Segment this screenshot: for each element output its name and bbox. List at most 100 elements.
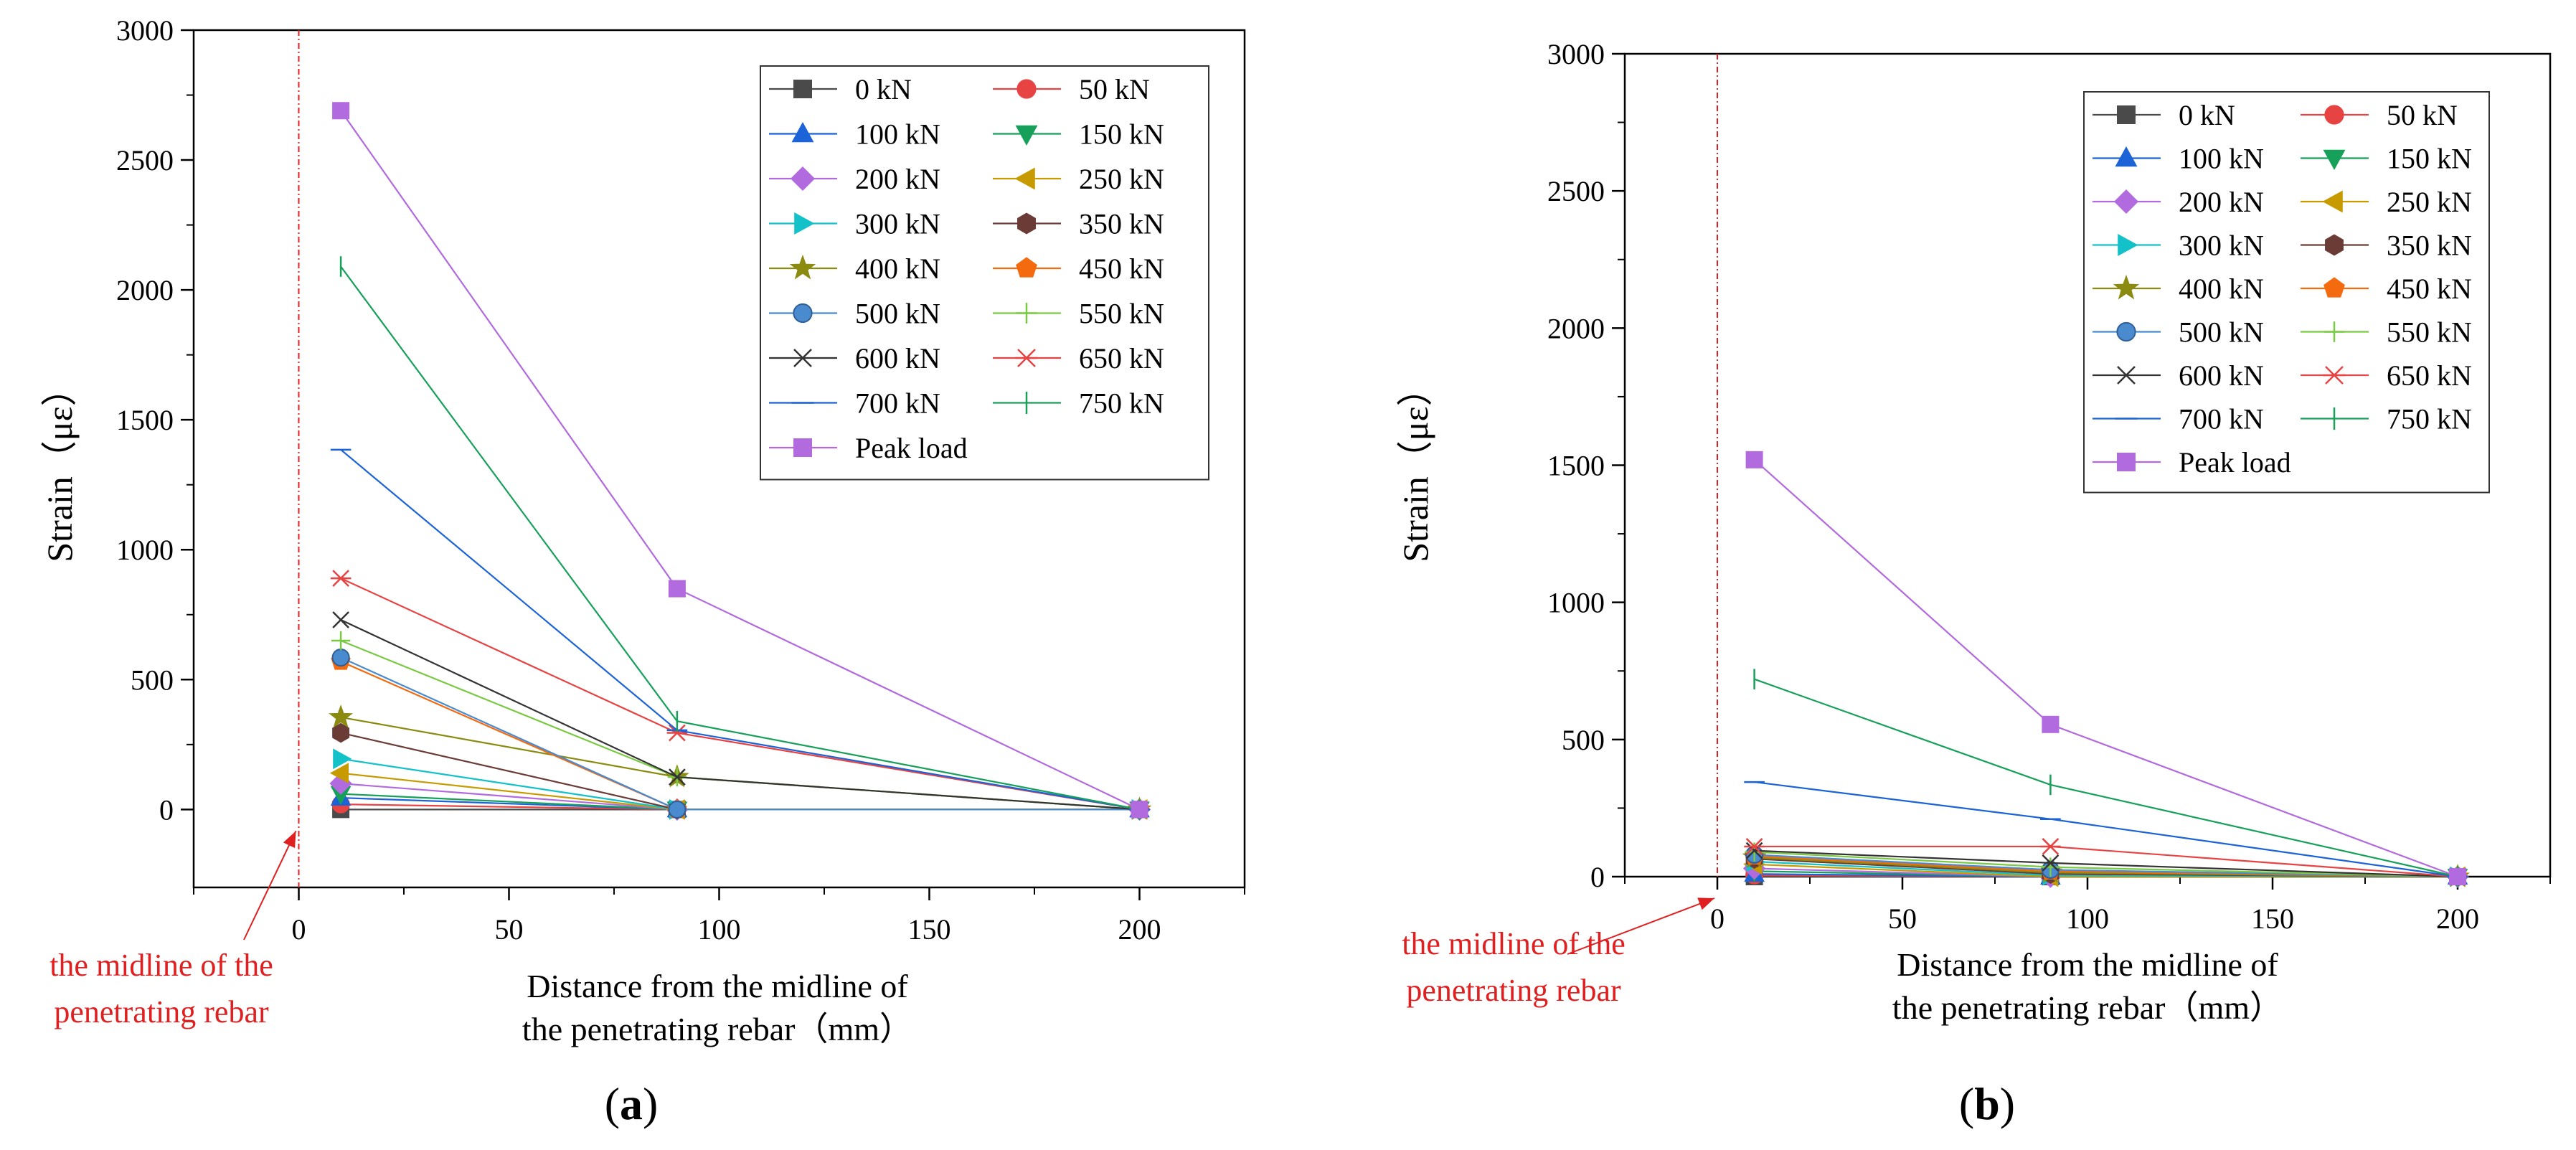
series-300-kn — [333, 748, 1151, 820]
data-point — [2042, 854, 2060, 872]
data-point — [332, 722, 350, 743]
legend-item: 200 kN — [2093, 186, 2264, 218]
data-point — [332, 611, 349, 628]
data-point — [669, 768, 686, 786]
annotation-text-line2: penetrating rebar — [1406, 973, 1621, 1008]
panel-label: (b) — [1959, 1078, 2015, 1129]
legend-label: Peak load — [855, 432, 968, 464]
legend-label: 600 kN — [2179, 359, 2264, 392]
legend-label: 50 kN — [1079, 73, 1150, 105]
legend-item: 100 kN — [2093, 143, 2264, 175]
legend-item: 650 kN — [993, 342, 1164, 374]
legend-label: 650 kN — [2387, 359, 2472, 392]
legend-marker — [1016, 79, 1037, 99]
legend-marker — [1015, 125, 1038, 146]
y-axis-label: Strain（με） — [39, 370, 80, 562]
x-tick-label: 0 — [1710, 902, 1725, 935]
annotation-arrow-head — [283, 831, 296, 849]
legend-item: 350 kN — [2301, 230, 2472, 262]
legend-marker — [2323, 366, 2346, 385]
legend-label: 0 kN — [855, 73, 912, 105]
panel-label-open: ( — [605, 1078, 620, 1129]
legend-marker — [2118, 234, 2138, 256]
y-axis: 0 500 1000 1500 2000 2500 3000 — [116, 14, 194, 826]
x-axis: 0 50 100 150 200 — [193, 887, 1245, 946]
y-axis: 0 500 1000 1500 2000 2500 3000 — [1547, 38, 1625, 893]
data-point — [1744, 838, 1765, 855]
data-point — [2449, 868, 2466, 885]
legend-marker — [2113, 189, 2139, 215]
x-axis-label-line2: the penetrating rebar（mm） — [522, 1011, 912, 1047]
y-tick-label: 0 — [1590, 861, 1605, 893]
series-250-kn — [329, 763, 1148, 820]
legend-label: 600 kN — [855, 342, 940, 374]
legend-item: 0 kN — [2093, 99, 2235, 131]
legend-label: 50 kN — [2387, 99, 2458, 131]
y-tick-label: 2000 — [116, 274, 174, 306]
series-600-kn — [332, 611, 1148, 819]
legend-item: 250 kN — [2301, 186, 2472, 218]
series-line — [340, 639, 1140, 811]
midline-annotation: the midline of the penetrating rebar — [1402, 897, 1715, 1008]
legend-item: 300 kN — [769, 208, 940, 240]
legend-label: 350 kN — [1079, 208, 1164, 240]
data-point — [331, 631, 351, 651]
legend-item: 600 kN — [2093, 359, 2264, 392]
legend-item: 350 kN — [993, 208, 1164, 240]
legend-marker — [2323, 149, 2346, 170]
legend-label: 100 kN — [2179, 143, 2264, 175]
legend-marker — [793, 80, 812, 98]
panel-label-close: ) — [643, 1078, 658, 1129]
x-axis-label-line1: Distance from the midline of — [1897, 946, 2278, 983]
legend-marker — [791, 122, 814, 143]
x-tick-label: 150 — [2251, 902, 2294, 935]
legend-item: 450 kN — [993, 253, 1164, 285]
x-axis-label-line1: Distance from the midline of — [527, 968, 908, 1004]
legend-item: 500 kN — [2093, 316, 2264, 349]
data-point — [2041, 857, 2060, 877]
legend-marker — [2116, 321, 2136, 342]
x-tick-label: 150 — [908, 913, 951, 946]
legend-marker — [2325, 234, 2344, 256]
y-axis-label: Strain（με） — [1395, 370, 1435, 562]
y-tick-label: 1000 — [116, 534, 174, 566]
data-point — [666, 724, 688, 742]
x-tick-label: 200 — [1118, 913, 1161, 946]
data-point — [2040, 838, 2061, 855]
legend-label: 500 kN — [855, 298, 940, 330]
legend-item: 450 kN — [2301, 273, 2472, 305]
legend-marker — [2323, 277, 2345, 298]
panel-label-letter: a — [620, 1078, 643, 1129]
panel-label-open: ( — [1959, 1078, 1974, 1129]
series-peak-load — [1745, 451, 2466, 885]
data-point — [333, 748, 352, 770]
legend-label: 150 kN — [2387, 143, 2472, 175]
legend: 0 kN 50 kN 100 kN 150 kN 200 kN 250 kN 300 kN 3… — [760, 65, 1209, 481]
legend: 0 kN 50 kN 100 kN 150 kN 200 kN 250 kN 300 kN 3… — [2083, 91, 2490, 494]
legend-item: Peak load — [2093, 446, 2291, 479]
series-200-kn — [329, 772, 1151, 821]
legend-label: 250 kN — [2387, 186, 2472, 218]
legend-label: 400 kN — [855, 253, 940, 285]
series-line — [340, 448, 1140, 811]
y-tick-label: 2500 — [1547, 175, 1605, 207]
legend-marker — [794, 212, 815, 235]
annotation-text-line1: the midline of the — [49, 948, 273, 983]
legend-marker — [793, 303, 813, 324]
y-tick-label: 3000 — [1547, 38, 1605, 70]
legend-label: 200 kN — [2179, 186, 2264, 218]
annotation-arrow-line — [1567, 897, 1715, 955]
legend-label: 300 kN — [2179, 230, 2264, 262]
data-point — [1745, 842, 1763, 859]
legend-item: 150 kN — [993, 118, 1164, 151]
y-tick-label: 500 — [131, 664, 174, 696]
legend-label: 450 kN — [1079, 253, 1164, 285]
legend-label: 700 kN — [2179, 403, 2264, 435]
y-tick-label: 1500 — [116, 404, 174, 436]
x-tick-label: 50 — [495, 913, 524, 946]
x-tick-label: 100 — [698, 913, 741, 946]
legend-label: 250 kN — [1079, 163, 1164, 195]
y-tick-label: 1000 — [1547, 587, 1605, 619]
